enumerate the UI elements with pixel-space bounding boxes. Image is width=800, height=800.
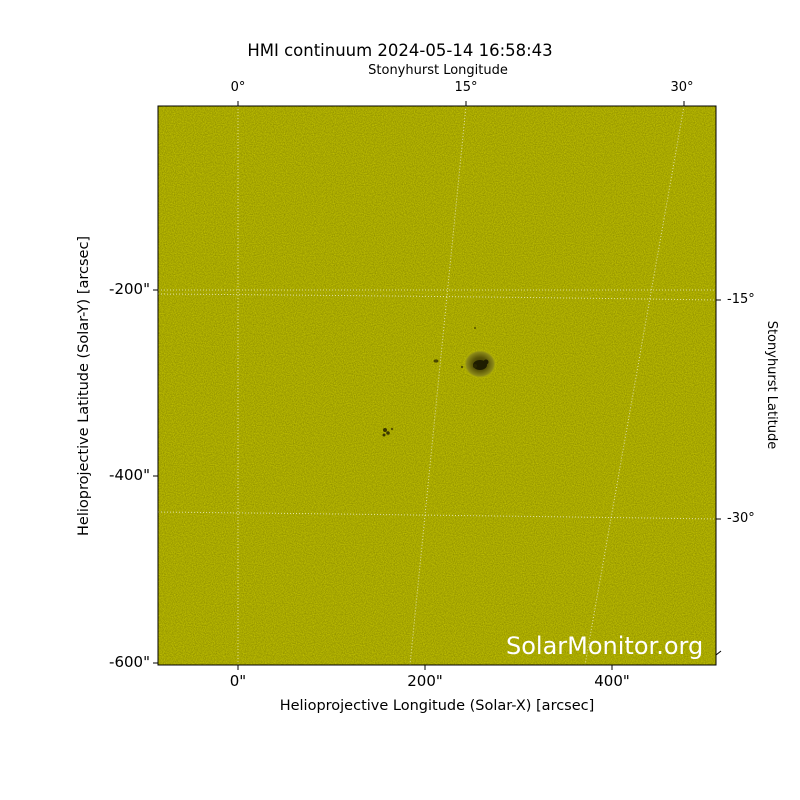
pore [433,359,439,363]
sunspot-small-group [382,327,476,437]
sunspot-umbra-fragment [483,359,489,365]
axis-ticks [153,101,722,670]
stonyhurst-lat-30 [158,511,716,520]
lat-tick-label: -30° [727,511,755,526]
stonyhurst-lat-15 [158,293,716,301]
top-axis-label: Stonyhurst Longitude [368,63,508,78]
plot-title: HMI continuum 2024-05-14 16:58:43 [247,41,553,60]
pore [386,431,390,435]
granulation-texture [158,106,716,665]
lat-tick-label: -15° [727,292,755,307]
lon-tick-label: 0° [230,80,246,95]
y-tick-label: -200" [109,280,150,298]
y-axis-label: Helioprojective Latitude (Solar-Y) [arcs… [76,235,92,536]
pore [390,427,394,431]
x-tick-label: 0" [229,672,247,690]
stonyhurst-lon-15 [409,106,467,665]
watermark-text: SolarMonitor.org [506,632,704,660]
y-tick-label: -600" [109,653,150,671]
lon-tick-label: 30° [670,80,694,95]
right-axis-label: Stonyhurst Latitude [764,320,779,450]
pore [382,433,386,437]
pore [474,327,476,329]
y-tick-label: -400" [109,466,150,484]
sunspot-main [463,349,497,379]
coordinate-grid [158,106,716,665]
sunspot-umbra [473,360,487,370]
plot-frame [157,105,717,666]
lon-tick-label: 15° [454,80,478,95]
pore [383,428,387,432]
sunspot-umbra-fragment [473,364,477,368]
x-axis-label: Helioprojective Longitude (Solar-X) [arc… [279,698,595,714]
x-tick-label: 200" [407,672,443,690]
pore [460,365,464,369]
x-tick-label: 400" [594,672,630,690]
lat-tick-mark [715,650,722,656]
